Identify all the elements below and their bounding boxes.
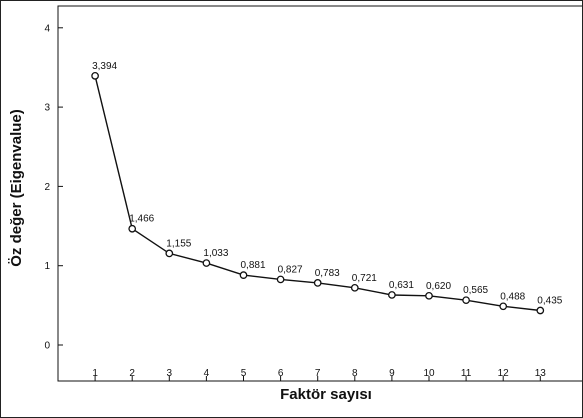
- y-tick-label: 3: [44, 103, 50, 114]
- data-point: [202, 259, 211, 267]
- data-label: 3,394: [92, 61, 117, 72]
- data-point: [313, 279, 322, 287]
- x-axis-title: Faktör sayısı: [280, 386, 372, 403]
- y-axis: 0 1 2 3 4: [44, 23, 63, 352]
- x-tick-label: 10: [423, 368, 435, 379]
- x-tick-label: 5: [241, 368, 247, 379]
- data-labels: 3,394 1,466 1,155 1,033 0,881 0,827 0,783 0,721…: [92, 61, 563, 307]
- x-axis: 1 2 3 4 5 6 7 8 9 10 11 12 13: [92, 368, 546, 381]
- data-point: [499, 302, 508, 311]
- data-label: 0,488: [500, 291, 525, 302]
- y-axis-title: Öz değer (Eigenvalue): [8, 109, 25, 267]
- x-tick-label: 6: [278, 368, 284, 379]
- data-label: 0,631: [389, 280, 414, 291]
- data-label: 0,721: [352, 273, 377, 284]
- x-tick-label: 8: [352, 368, 358, 379]
- data-point: [165, 249, 174, 258]
- data-point: [425, 291, 433, 300]
- data-label: 1,466: [129, 214, 154, 225]
- data-point: [128, 224, 137, 233]
- y-tick-label: 0: [44, 341, 50, 352]
- data-point: [276, 275, 285, 284]
- data-label: 1,155: [166, 238, 191, 249]
- x-tick-label: 7: [315, 368, 321, 379]
- x-tick-label: 9: [389, 368, 395, 379]
- data-point: [388, 291, 396, 299]
- data-label: 0,435: [537, 296, 562, 307]
- data-label: 0,827: [278, 264, 303, 275]
- y-tick-label: 2: [44, 182, 50, 193]
- data-label: 0,620: [426, 281, 451, 292]
- data-point: [462, 296, 470, 305]
- data-point: [350, 283, 359, 292]
- plot-border: [57, 5, 582, 382]
- x-tick-label: 13: [535, 368, 547, 379]
- data-label: 0,565: [463, 285, 488, 296]
- data-point: [536, 306, 545, 315]
- eigenvalue-series: [91, 72, 545, 315]
- x-tick-label: 2: [129, 368, 135, 379]
- x-tick-label: 4: [204, 368, 210, 379]
- y-tick-label: 1: [44, 261, 50, 272]
- x-tick-label: 3: [167, 368, 173, 379]
- data-label: 1,033: [203, 248, 228, 259]
- x-tick-label: 1: [92, 368, 98, 379]
- x-tick-label: 12: [498, 368, 510, 379]
- x-tick-label: 11: [461, 368, 472, 379]
- data-point: [239, 271, 248, 279]
- data-point: [91, 72, 99, 80]
- data-label: 0,783: [315, 268, 340, 279]
- y-tick-label: 4: [44, 23, 50, 34]
- data-label: 0,881: [241, 260, 266, 271]
